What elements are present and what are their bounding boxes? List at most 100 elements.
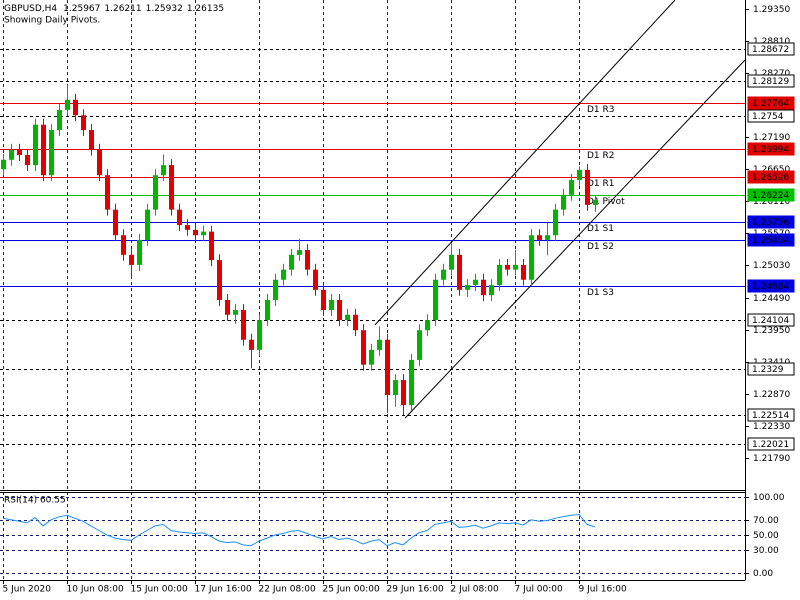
candle-body: [345, 314, 350, 321]
candle-body: [289, 254, 294, 270]
candle-body: [457, 254, 462, 290]
candle-body: [417, 330, 422, 360]
candle-body: [73, 99, 78, 116]
candle-body: [329, 299, 334, 311]
candle-body: [497, 264, 502, 286]
x-tick-label: 5 Jun 2020: [3, 585, 52, 595]
y-tick-label: 70.00: [753, 516, 779, 526]
y-tick-label: 1.27190: [753, 133, 790, 143]
candle-body: [121, 235, 126, 255]
candle-body: [65, 99, 70, 110]
x-tick-label: 17 Jun 16:00: [195, 585, 252, 595]
y-tick-label: 1.28810: [753, 37, 790, 47]
candle-body: [129, 254, 134, 265]
candle-body: [521, 264, 526, 280]
candle-body: [553, 209, 558, 236]
x-tick-label: 15 Jun 00:00: [131, 585, 188, 595]
level-label: 1.2754: [752, 112, 784, 122]
candle-body: [25, 155, 30, 166]
rsi-title: RSI(14) 60.55: [4, 496, 66, 506]
candle-body: [233, 310, 238, 315]
candle-body: [201, 231, 206, 236]
candle-body: [545, 235, 550, 240]
level-badge: [747, 170, 795, 184]
candle-body: [513, 264, 518, 270]
y-tick-label: 1.21790: [753, 454, 790, 464]
candle-body: [177, 209, 182, 226]
level-label: 1.25454: [752, 236, 789, 246]
candle-body: [33, 124, 38, 166]
high-quote: 1.26211: [104, 4, 141, 14]
level-label: 1.26224: [752, 191, 789, 201]
candle-body: [353, 314, 358, 331]
candle-body: [409, 359, 414, 406]
candle-body: [425, 320, 430, 331]
candle-body: [481, 279, 486, 296]
x-tick-label: 9 Jul 16:00: [579, 585, 628, 595]
candle-body: [337, 299, 342, 321]
candle-body: [585, 169, 590, 205]
candle-body: [225, 299, 230, 315]
candle-body: [313, 269, 318, 290]
y-tick-label: 1.26110: [753, 197, 790, 207]
level-name: D1 R3: [587, 105, 615, 115]
level-label: 1.28129: [752, 77, 789, 87]
candle-body: [393, 380, 398, 395]
level-badge: [747, 437, 795, 451]
candle-body: [249, 339, 254, 350]
level-badge: [747, 74, 795, 88]
candle-body: [449, 254, 454, 270]
candle-body: [209, 231, 214, 261]
candle-body: [161, 165, 166, 176]
level-label: 1.24684: [752, 282, 789, 292]
level-name: D1 S2: [587, 242, 614, 252]
level-label: 1.27764: [752, 99, 789, 109]
chart-subtitle: Showing Daily Pivots.: [4, 16, 100, 26]
candle-body: [377, 339, 382, 350]
y-tick-label: 1.25030: [753, 261, 790, 271]
y-tick-label: 1.28270: [753, 69, 790, 79]
rsi-layer: [2, 513, 596, 547]
close-quote: 1.26135: [187, 4, 224, 14]
candle-body: [489, 285, 494, 296]
trendline: [374, 0, 676, 326]
level-name: D1 R1: [587, 179, 615, 189]
candle-body: [441, 269, 446, 280]
candle-body: [577, 169, 582, 180]
level-name: D1 R2: [587, 151, 615, 161]
candle-body: [49, 130, 54, 176]
candle-body: [185, 225, 190, 230]
level-badge: [747, 408, 795, 422]
candle-body: [97, 149, 102, 176]
y-tick-label: 1.23950: [753, 326, 790, 336]
candle-body: [9, 149, 14, 160]
x-tick-label: 22 Jun 08:00: [259, 585, 316, 595]
candle-body: [465, 285, 470, 290]
candle-body: [169, 165, 174, 210]
open-quote: 1.25967: [63, 4, 100, 14]
x-tick-label: 10 Jun 08:00: [67, 585, 124, 595]
level-label: 1.26994: [752, 145, 789, 155]
level-badge: [747, 142, 795, 156]
candle-body: [145, 209, 150, 240]
candle-body: [505, 264, 510, 270]
y-tick-label: 1.29350: [753, 5, 790, 15]
level-label: 1.22514: [752, 411, 789, 421]
candle-body: [569, 179, 574, 195]
y-tick-label: 1.22330: [753, 422, 790, 432]
chart-title: GBPUSD,H4 1.25967 1.26211 1.25932 1.26135: [4, 4, 224, 14]
candle-body: [369, 349, 374, 365]
candle-body: [273, 279, 278, 300]
symbol: GBPUSD,H4: [4, 4, 57, 14]
rsi-grid-layer: [0, 492, 745, 580]
x-tick-label: 7 Jul 00:00: [515, 585, 564, 595]
candle-body: [41, 124, 46, 176]
x-tick-label: 29 Jun 16:00: [387, 585, 444, 595]
level-name: D1 S3: [587, 288, 614, 298]
candle-body: [361, 330, 366, 365]
candle-body: [297, 250, 302, 255]
level-name: D1 Pivot: [587, 197, 625, 207]
level-label: 1.22021: [752, 440, 789, 450]
